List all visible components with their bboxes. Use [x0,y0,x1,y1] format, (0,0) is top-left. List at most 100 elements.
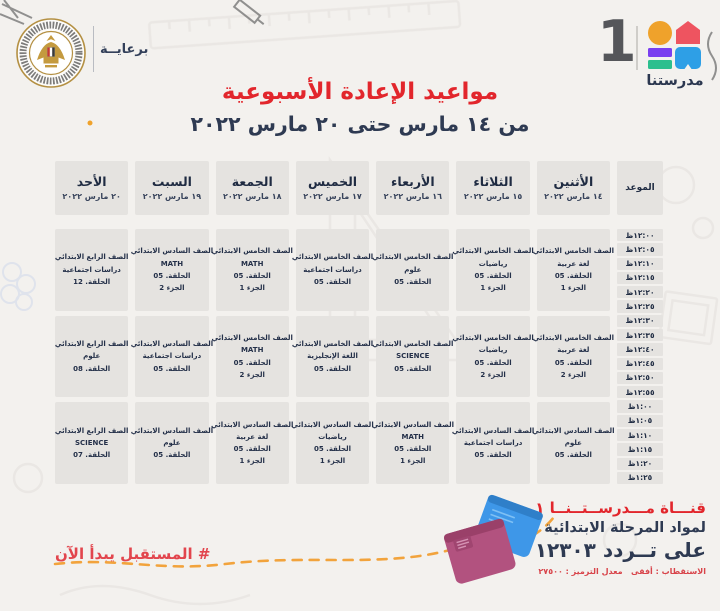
day-column-body: الصف الرابع الابتدائي دراسات اجتماعية الحل… [54,229,129,485]
program-grade: الصف الخامس الابتدائي [291,340,374,349]
program-grade: الصف الخامس الابتدائي [452,334,534,342]
time-column-body: ١٢:٠٠ظ ١٢:٠٥ظ ١٢:١٠ظ ١٢:١٥ظ ١٢:٢٠ظ ١٢:٢٥ظ ١٢:٣… [617,229,663,485]
program-episode: الحلقة. 05 [394,445,432,454]
program-grade: الصف الخامس الابتدائي [372,340,454,349]
day-column-3: الأربعاء ١٦ مارس ٢٠٢٢ الصف الخامس الابتدائ… [372,161,454,485]
program-cell: الصف السادس الابتدائي لغة عربية الحلقة. 05… [211,402,293,485]
time-slot: ١:١٠ظ [617,428,663,442]
program-episode: الحلقة. 05 [474,451,512,460]
program-subject: رياضيات [318,432,347,441]
day-header: الأربعاء ١٦ مارس ٢٠٢٢ [376,161,450,215]
page-title: مواعيد الإعادة الأسبوعية [221,79,499,105]
program-subject: MATH [401,432,425,441]
day-date: ١٦ مارس ٢٠٢٢ [383,191,443,201]
program-grade: الصف السادس الابتدائي [451,426,535,435]
time-slot: ١:٢٠ظ [617,457,663,470]
time-slot: ١:١٥ظ [617,443,663,456]
program-part: الجزء 2 [239,370,265,379]
program-subject: دراسات اجتماعية [303,265,362,274]
program-episode: الحلقة. 05 [153,271,191,280]
program-cell: الصف السادس الابتدائي دراسات اجتماعية الحل… [131,315,213,398]
time-slot: ١٢:٤٥ظ [617,357,663,370]
program-cell: الصف الرابع الابتدائي علوم الحلقة. 08 [54,315,129,398]
program-part: الجزء 2 [159,284,185,293]
channel-audience-line: لمواد المرحلة الابتدائية [544,520,706,536]
time-slot: ١٢:٠٥ظ [617,243,663,256]
day-column-6: السبت ١٩ مارس ٢٠٢٢ الصف السادس الابتدائي MA… [131,161,213,485]
day-date: ٢٠ مارس ٢٠٢٢ [62,191,121,201]
day-header: الأحد ٢٠ مارس ٢٠٢٢ [55,161,129,215]
program-subject: دراسات اجتماعية [62,265,121,274]
program-subject: لغة عربية [236,432,269,441]
day-name: السبت [151,174,192,190]
time-slot: ١٢:٤٠ظ [617,343,663,356]
program-cell: الصف الخامس الابتدائي دراسات اجتماعية الحل… [292,229,373,311]
program-subject: MATH [160,259,184,268]
day-header: الخميس ١٧ مارس ٢٠٢٢ [295,161,370,215]
program-subject: علوم [83,352,101,361]
program-subject: اللغة الإنجليزية [307,352,358,361]
program-grade: الصف السادس الابتدائي [211,420,294,429]
program-grade: الصف الرابع الابتدائي [54,340,129,349]
program-grade: الصف السادس الابتدائي [130,340,214,349]
channel-logo-divider [636,26,638,70]
time-slot: ١٢:٢٠ظ [617,286,663,299]
time-header-cell: الموعد [617,161,663,215]
program-grade: الصف السادس الابتدائي [371,420,454,429]
program-episode: الحلقة. 12 [73,277,111,286]
date-range: من ١٤ مارس حتى ٢٠ مارس ٢٠٢٢ [190,112,530,136]
day-header: الأثنين ١٤ مارس ٢٠٢٢ [536,161,610,215]
program-episode: الحلقة. 07 [73,451,111,460]
program-grade: الصف الخامس الابتدائي [532,334,615,342]
program-cell: الصف الخامس الابتدائي لغة عربية الحلقة. 05… [533,315,614,398]
day-date: ١٧ مارس ٢٠٢٢ [303,191,362,201]
program-cell: الصف الرابع الابتدائي دراسات اجتماعية الحل… [55,229,128,311]
program-episode: الحلقة. 08 [73,364,111,373]
time-slot: ١٢:٣٥ظ [617,328,663,342]
program-episode: الحلقة. 05 [394,364,432,373]
program-part: الجزء 1 [239,457,265,466]
program-episode: الحلقة. 05 [313,277,352,286]
time-column: الموعد ١٢:٠٠ظ ١٢:٠٥ظ ١٢:١٠ظ ١٢:١٥ظ ١٢:٢٠ظ ١٢:… [617,161,663,485]
day-date: ١٥ مارس ٢٠٢٢ [463,191,523,201]
program-subject: دراسات اجتماعية [463,439,523,448]
program-subject: MATH [240,346,264,355]
program-cell: الصف الخامس الابتدائي رياضيات الحلقة. 05 ال… [452,229,534,311]
frequency-info: قنـــاة مـــدرســتــنــا ١ لمواد المرحلة… [476,499,706,576]
time-slot: ١:٢٥ظ [617,471,663,485]
program-subject: علوم [404,265,422,274]
program-part: الجزء 1 [480,284,506,293]
day-name: الأثنين [553,174,594,190]
time-slot: ١٢:٠٠ظ [617,229,663,242]
time-slot: ١٢:٣٠ظ [617,314,663,327]
eagle-emblem [37,35,65,68]
program-cell: الصف الخامس الابتدائي رياضيات الحلقة. 05 ال… [452,315,534,398]
program-cell: الصف الخامس الابتدائي اللغة الإنجليزية الح… [292,315,373,398]
day-column-4: الخميس ١٧ مارس ٢٠٢٢ الصف الخامس الابتدائي د… [291,161,374,485]
day-column-body: الصف الخامس الابتدائي علوم الحلقة. 05 الصف … [372,229,454,485]
day-name: الأحد [76,174,107,190]
program-part: الجزء 2 [560,370,587,379]
day-column-body: الصف الخامس الابتدائي لغة عربية الحلقة. 05… [532,229,615,485]
program-episode: الحلقة. 05 [554,358,592,367]
frequency-line: على تــردد ١٢٣٠٣ [534,538,706,562]
program-grade: الصف السادس الابتدائي [291,420,374,429]
program-subject: MATH [240,259,264,268]
program-subject: لغة عربية [557,259,590,268]
time-slot: ١٢:١٠ظ [617,257,663,270]
program-grade: الصف السادس الابتدائي [532,426,615,435]
program-grade: الصف الخامس الابتدائي [211,334,293,342]
day-header: السبت ١٩ مارس ٢٠٢٢ [135,161,209,215]
program-cell: الصف الخامس الابتدائي علوم الحلقة. 05 [372,229,453,311]
logo-house [676,21,700,44]
program-subject: علوم [163,439,181,448]
program-grade: الصف الخامس الابتدائي [372,253,454,262]
day-name: الأربعاء [390,174,435,190]
program-subject: رياضيات [478,259,508,268]
day-column-2: الثلاثاء ١٥ مارس ٢٠٢٢ الصف الخامس الابتدائ… [452,161,534,485]
program-grade: الصف الرابع الابتدائي [54,426,129,435]
schedule-table: الموعد ١٢:٠٠ظ ١٢:٠٥ظ ١٢:١٠ظ ١٢:١٥ظ ١٢:٢٠ظ ١٢:… [54,161,663,485]
time-slot: ١٢:٥٥ظ [617,386,663,399]
polarization-line: الاستقطاب : أفقى معدل الترميز : ٢٧٥٠٠ [538,567,706,576]
program-grade: الصف الخامس الابتدائي [211,247,293,256]
